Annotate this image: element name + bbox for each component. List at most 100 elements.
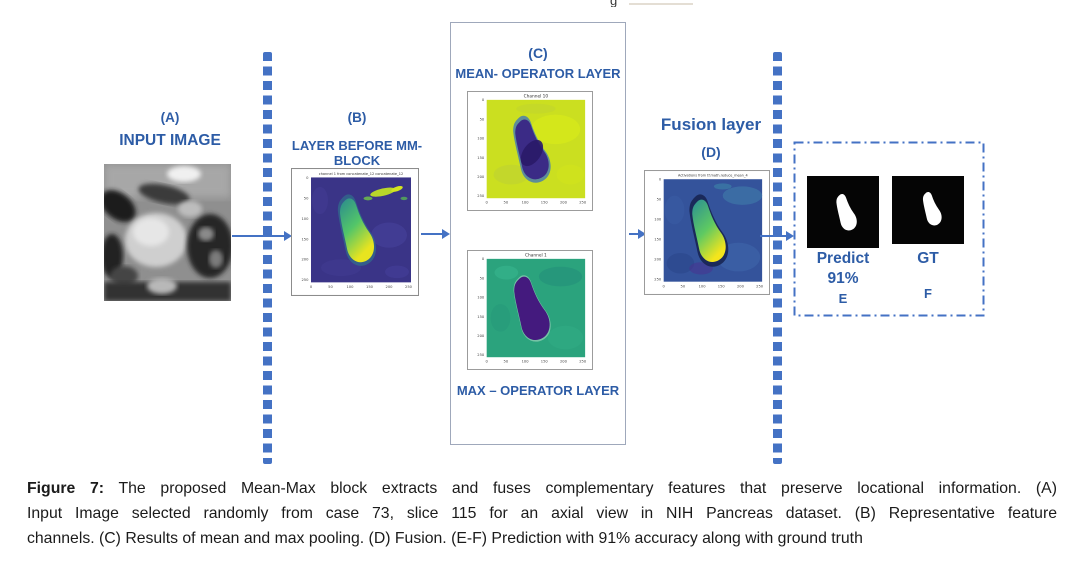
panel-e-label: E [838,291,848,306]
plot-title: Channel 10 [524,94,549,100]
arrow-d-to-ef [760,231,794,241]
svg-text:100: 100 [654,218,662,222]
svg-text:50: 50 [504,360,509,364]
svg-text:150: 150 [654,238,662,242]
svg-text:250: 250 [579,360,587,364]
svg-text:150: 150 [541,360,549,364]
truncated-text-fragment: g [610,0,617,7]
panel-a-label: (A) [160,110,180,125]
caption-line-1: Figure 7: The proposed Mean-Max block ex… [27,480,1057,497]
accuracy-value: 91% [827,270,859,287]
mm-block-container [450,22,626,445]
caption-line-3: channels. (C) Results of mean and max po… [27,530,863,547]
y-axis-ticks: 0 50 100 150 200 250 [301,175,309,282]
svg-text:100: 100 [522,360,530,364]
svg-text:100: 100 [346,284,354,289]
panel-b-label: (B) [347,110,367,125]
panel-f-label: F [924,286,932,301]
svg-text:200: 200 [560,201,568,205]
svg-text:150: 150 [301,236,309,241]
feature-map-before-mm-block: channel 1 from concatenate_12 concatenat… [291,168,419,296]
ground-truth-mask [892,176,964,244]
svg-text:100: 100 [522,201,530,205]
svg-text:50: 50 [480,276,485,280]
panel-d-label: (D) [701,144,721,160]
dashed-separator-right [773,52,782,464]
svg-text:50: 50 [681,284,686,288]
mean-operator-layer-title: MEAN- OPERATOR LAYER [455,66,621,81]
bright-streak [370,187,396,197]
mean-operator-feature-map: Channel 10 0 50 100 150 200 250 0 50 100 150 200 2… [467,91,593,211]
figure-caption: Figure 7: The proposed Mean-Max block ex… [27,476,1057,551]
plot-area: 0 50 100 150 200 250 0 50 100 150 200 250 [477,98,587,204]
y-axis-ticks: 0 50 100 150 200 250 [654,178,662,282]
svg-text:0: 0 [486,201,489,205]
svg-text:150: 150 [477,315,485,319]
svg-text:50: 50 [504,201,509,205]
x-axis-ticks: 0 50 100 150 200 250 [486,360,587,364]
svg-text:100: 100 [699,284,707,288]
plot-area: 0 50 100 150 200 250 0 50 100 150 200 250 [477,257,587,363]
svg-text:150: 150 [541,201,549,205]
plot-title: Activations from tf.math.reduce_mean_4 [678,174,748,178]
svg-text:250: 250 [405,284,413,289]
dashed-separator-left [263,52,272,464]
plot-area: 0 50 100 150 200 250 0 50 100 150 200 250 [654,178,763,289]
truncated-underline [629,3,693,5]
x-axis-ticks: 0 50 100 150 200 250 [663,284,764,288]
caption-figure-number: Figure 7: [27,480,105,497]
prediction-mask [807,176,879,248]
x-axis-ticks: 0 50 100 150 200 250 [310,284,413,289]
svg-text:0: 0 [482,98,485,102]
svg-text:150: 150 [366,284,374,289]
svg-text:0: 0 [306,175,309,180]
svg-text:0: 0 [482,257,485,261]
svg-text:150: 150 [718,284,726,288]
svg-text:250: 250 [579,201,587,205]
panel-a-title: INPUT IMAGE [119,132,221,149]
arrow-a-to-b [232,231,292,241]
x-axis-ticks: 0 50 100 150 200 250 [486,201,587,205]
caption-line-2: Input Image selected randomly from case … [27,505,1057,522]
svg-text:200: 200 [654,258,662,262]
svg-text:0: 0 [663,284,666,288]
arrow-b-to-c [421,229,450,239]
svg-text:200: 200 [477,334,485,338]
prediction-gt-box [793,141,985,317]
y-axis-ticks: 0 50 100 150 200 250 [477,98,485,198]
svg-text:100: 100 [301,216,309,221]
svg-text:250: 250 [756,284,764,288]
max-operator-layer-title: MAX – OPERATOR LAYER [456,383,620,398]
fusion-layer-title: Fusion layer [660,115,762,134]
ct-input-image [104,164,231,301]
y-axis-ticks: 0 50 100 150 200 250 [477,257,485,357]
plot-title: channel 1 from concatenate_12 concatenat… [319,172,403,176]
svg-text:200: 200 [560,360,568,364]
fusion-feature-map: Activations from tf.math.reduce_mean_4 0… [644,170,770,295]
svg-text:50: 50 [328,284,333,289]
arrow-c-to-d [629,229,646,239]
svg-text:200: 200 [737,284,745,288]
svg-text:200: 200 [385,284,393,289]
svg-text:50: 50 [480,117,485,121]
svg-text:100: 100 [477,296,485,300]
svg-text:150: 150 [477,156,485,160]
plot-title: Channel 1 [525,253,547,259]
predict-label: Predict [816,250,870,267]
panel-c-label: (C) [528,45,548,61]
svg-text:100: 100 [477,137,485,141]
svg-text:200: 200 [477,175,485,179]
gt-label: GT [917,250,939,267]
panel-b-title: LAYER BEFORE MM-BLOCK [291,138,423,168]
svg-text:50: 50 [657,198,662,202]
svg-text:0: 0 [486,360,489,364]
svg-text:250: 250 [477,353,485,357]
max-operator-feature-map: Channel 1 0 50 100 150 200 250 0 50 100 150 200 25… [467,250,593,370]
svg-text:250: 250 [301,277,309,282]
svg-text:0: 0 [310,284,313,289]
svg-text:200: 200 [301,257,309,262]
svg-text:0: 0 [659,178,662,182]
svg-text:50: 50 [304,195,309,200]
plot-area: 0 50 100 150 200 250 0 50 100 150 200 250 [301,175,412,289]
